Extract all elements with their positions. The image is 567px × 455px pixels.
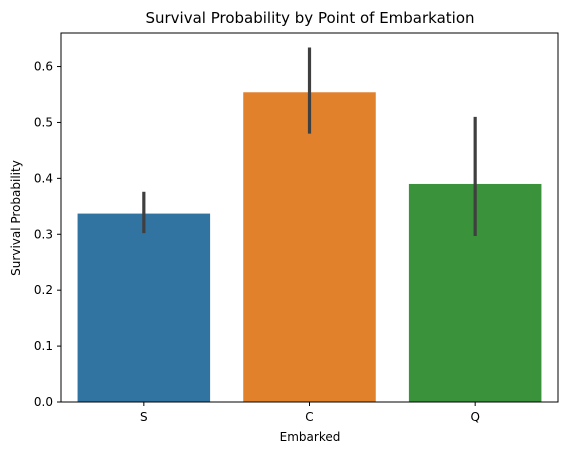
y-tick-label: 0.2 <box>34 283 53 297</box>
x-axis-label: Embarked <box>280 430 341 444</box>
bar-c <box>243 92 376 402</box>
y-axis: 0.0 0.1 0.2 0.3 0.4 0.5 0.6 <box>34 60 61 409</box>
y-tick-label: 0.0 <box>34 395 53 409</box>
x-tick-label: S <box>140 410 148 424</box>
error-bars-layer <box>142 47 477 236</box>
y-tick-label: 0.1 <box>34 339 53 353</box>
y-tick-label: 0.6 <box>34 60 53 74</box>
x-tick-label: C <box>305 410 313 424</box>
bar-s <box>77 213 211 402</box>
x-tick-label: Q <box>470 410 479 424</box>
y-tick-label: 0.4 <box>34 171 53 185</box>
y-axis-label: Survival Probability <box>9 160 23 276</box>
y-tick-label: 0.5 <box>34 115 53 129</box>
y-tick-label: 0.3 <box>34 227 53 241</box>
chart-title: Survival Probability by Point of Embarka… <box>145 9 474 27</box>
